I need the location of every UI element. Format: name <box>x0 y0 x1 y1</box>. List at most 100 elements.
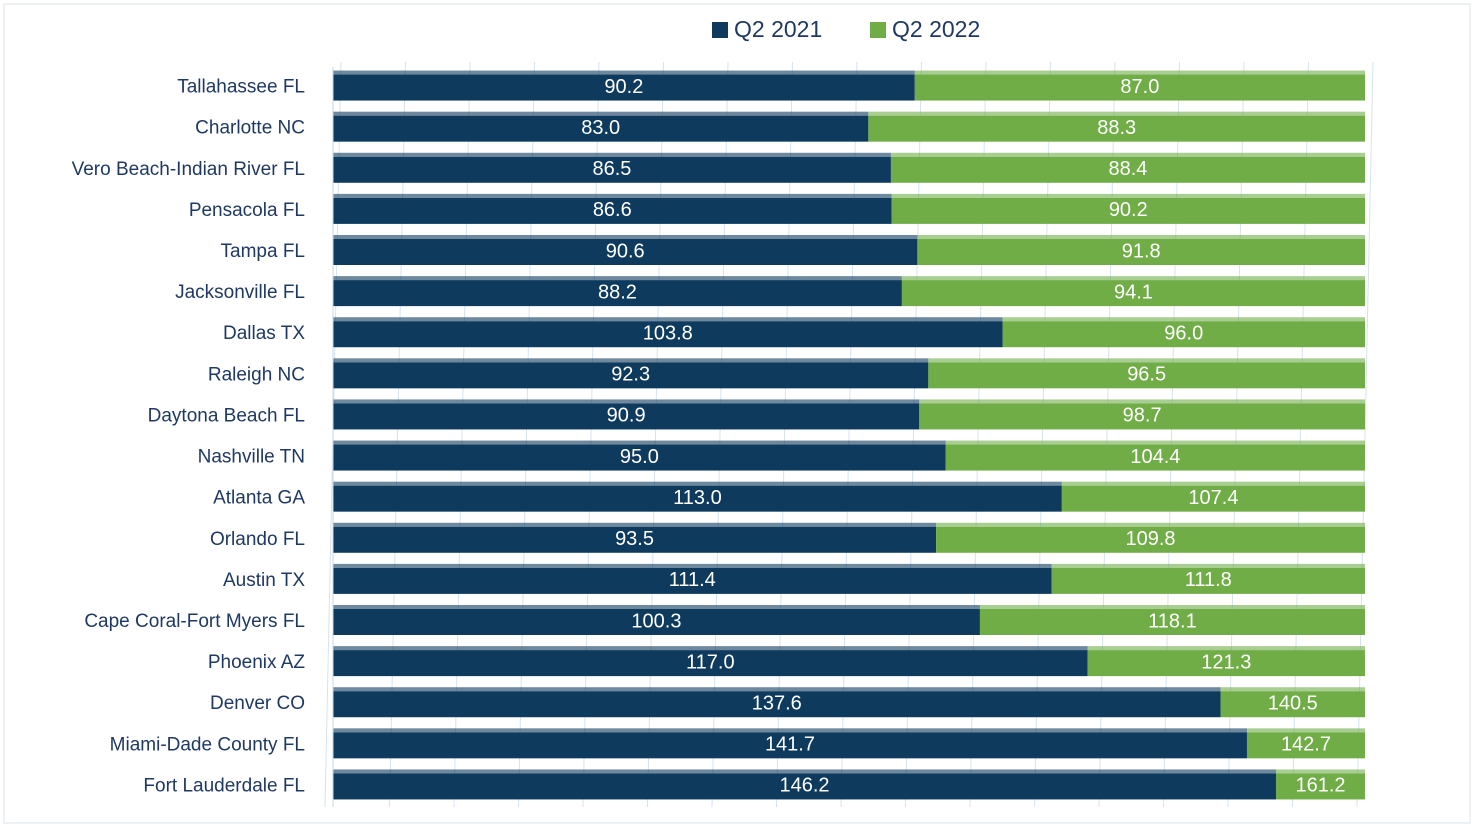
grid-line <box>1163 61 1180 808</box>
data-label: 107.4 <box>1188 487 1238 509</box>
y-tick-label: Fort Lauderdale FL <box>143 775 305 796</box>
data-label: 117.0 <box>686 651 735 673</box>
legend-swatch <box>870 22 886 38</box>
data-label: 121.3 <box>1201 651 1251 673</box>
bar-segment <box>917 239 1365 265</box>
y-tick-label: Miami-Dade County FL <box>110 734 305 755</box>
bar-top-edge <box>1061 481 1365 486</box>
data-label: 118.1 <box>1148 610 1197 632</box>
grid-line <box>711 61 729 808</box>
grid-line <box>969 61 987 808</box>
data-label: 142.7 <box>1281 734 1331 756</box>
bar-segment <box>936 526 1365 553</box>
bar-top-edge <box>333 728 1247 733</box>
data-label: 86.6 <box>593 199 632 221</box>
bar-top-edge <box>333 152 891 157</box>
y-tick-label: Pensacola FL <box>189 200 305 221</box>
y-tick-label: Tallahassee FL <box>177 77 305 98</box>
grid-line <box>1098 61 1116 808</box>
bar-top-edge <box>333 235 918 239</box>
bar-top-edge <box>333 605 980 609</box>
data-label: 90.2 <box>1109 199 1148 221</box>
grid-line <box>647 61 664 808</box>
bar-top-edge <box>333 563 1052 568</box>
data-label: 92.3 <box>611 364 650 386</box>
bar-top-edge <box>333 358 929 363</box>
y-tick-label: Jacksonville FL <box>175 282 305 303</box>
data-label: 113.0 <box>673 487 722 509</box>
bar-segment <box>1061 485 1365 512</box>
bar-segment <box>333 526 937 553</box>
bar-top-edge <box>1087 646 1365 651</box>
data-label: 96.5 <box>1127 364 1166 386</box>
y-tick-label: Cape Coral-Fort Myers FL <box>84 611 305 632</box>
bar-segment <box>868 115 1365 142</box>
bar-segment <box>1051 567 1365 594</box>
bar-segment <box>333 650 1088 677</box>
data-label: 137.6 <box>752 693 802 715</box>
bar-segment <box>979 609 1365 635</box>
grid-line <box>389 61 406 808</box>
y-tick-label: Denver CO <box>210 693 305 714</box>
bar-segment <box>928 362 1365 389</box>
bar-top-edge <box>333 399 920 404</box>
y-tick-label: Charlotte NC <box>195 118 305 139</box>
grid-line <box>776 61 793 808</box>
bar-segment <box>890 156 1365 183</box>
bar-top-edge <box>914 70 1365 75</box>
y-tick-label: Orlando FL <box>210 529 305 550</box>
y-tick-label: Dallas TX <box>223 323 305 344</box>
bar-segment <box>945 444 1365 471</box>
bar-top-edge <box>928 358 1365 363</box>
bar-segment <box>333 732 1247 759</box>
data-label: 146.2 <box>779 775 829 797</box>
bar-top-edge <box>901 276 1365 281</box>
bar-segment <box>333 74 915 101</box>
data-label: 103.8 <box>643 323 693 345</box>
bar-top-edge <box>333 769 1276 774</box>
bar-segment <box>333 444 946 471</box>
bar-top-edge <box>333 522 937 527</box>
data-label: 86.5 <box>592 158 631 180</box>
data-label: 100.3 <box>631 610 681 632</box>
grid-line <box>840 61 858 808</box>
data-label: 111.4 <box>669 569 716 591</box>
bar-segment <box>333 115 869 142</box>
plot-area <box>333 70 1365 800</box>
bar-top-edge <box>333 440 946 445</box>
bar-segment <box>919 403 1365 430</box>
bar-segment <box>333 280 902 307</box>
bar-segment <box>333 691 1221 718</box>
grid-line <box>1227 61 1245 808</box>
bar-segment <box>333 609 980 635</box>
y-tick-label: Raleigh NC <box>208 364 305 385</box>
bar-top-edge <box>868 111 1365 116</box>
bar-segment <box>914 74 1365 101</box>
bar-top-edge <box>333 70 915 75</box>
legend-swatch <box>712 22 728 38</box>
bar-top-edge <box>333 111 869 116</box>
grid-line <box>582 61 600 808</box>
bar-top-edge <box>333 193 892 198</box>
data-label: 90.6 <box>606 240 645 262</box>
bar-segment <box>333 239 918 265</box>
chart-frame <box>3 3 1471 824</box>
bar-segment <box>333 485 1062 512</box>
data-label: 88.4 <box>1108 158 1147 180</box>
bar-top-edge <box>333 687 1221 692</box>
y-tick-label: Phoenix AZ <box>208 652 306 673</box>
y-tick-label: Daytona Beach FL <box>148 405 305 426</box>
y-tick-label: Atlanta GA <box>213 488 305 509</box>
bar-top-edge <box>936 522 1365 527</box>
data-label: 109.8 <box>1126 528 1176 550</box>
data-label: 93.5 <box>615 528 654 550</box>
data-label: 95.0 <box>620 446 659 468</box>
data-label: 141.7 <box>765 734 815 756</box>
bar-segment <box>1002 321 1365 348</box>
data-label: 161.2 <box>1295 775 1345 797</box>
bar-segment <box>901 280 1365 307</box>
grid-line <box>518 61 535 808</box>
bar-top-edge <box>1275 769 1365 774</box>
bar-segment <box>1246 732 1365 759</box>
